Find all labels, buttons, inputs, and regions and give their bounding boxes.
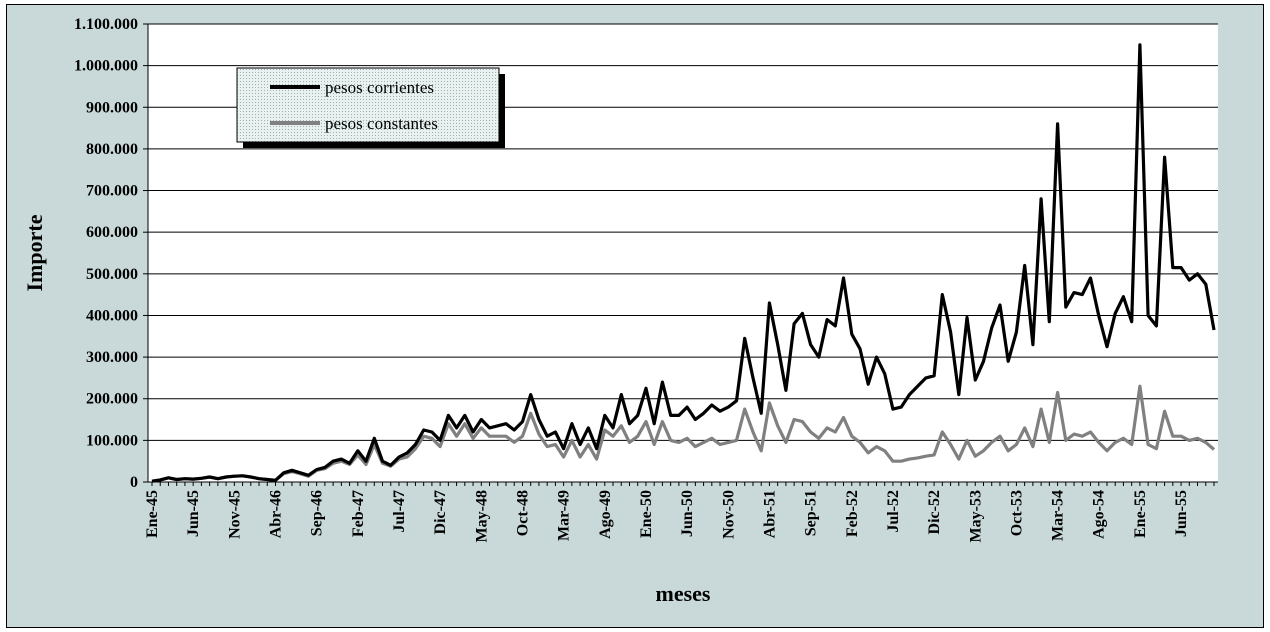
x-tick-label: Abr-51: [761, 490, 778, 538]
y-tick-label: 200.000: [86, 391, 138, 408]
y-tick-label: 900.000: [86, 99, 138, 116]
x-tick-label: Oct-48: [514, 490, 531, 536]
x-tick-label: Dic-47: [432, 490, 449, 534]
y-tick-label: 600.000: [86, 224, 138, 241]
series-line-pesos-corrientes: [151, 43, 1216, 483]
y-tick-label: 700.000: [86, 183, 138, 200]
legend-label-pesos-corrientes: pesos corrientes: [325, 78, 434, 97]
legend: pesos corrientes pesos constantes: [236, 67, 505, 148]
x-tick-label: Nov-50: [720, 490, 737, 539]
gridlines: [148, 23, 1218, 441]
y-tick-label: 100.000: [86, 432, 138, 449]
x-tick-label: Nov-45: [226, 490, 243, 539]
y-tick-label: 1.000.000: [74, 58, 138, 75]
x-axis-ticks: Ene-45 Jun-45 Nov-45 Abr-46 Sep-46 Feb-47 Jul-…: [144, 482, 1215, 542]
x-tick-label: May-48: [473, 490, 490, 542]
legend-label-pesos-constantes: pesos constantes: [325, 114, 438, 133]
x-tick-label: Ene-50: [638, 490, 655, 538]
y-tick-label: 800.000: [86, 141, 138, 158]
y-tick-label: 400.000: [86, 307, 138, 324]
x-axis-title: meses: [656, 581, 711, 606]
x-tick-label: Abr-46: [267, 490, 284, 538]
x-tick-label: Jun-55: [1173, 490, 1190, 537]
x-tick-label: Oct-53: [1008, 490, 1025, 536]
y-tick-label: 500.000: [86, 266, 138, 283]
x-tick-label: Jul-47: [391, 490, 408, 533]
x-tick-label: Jun-45: [185, 490, 202, 537]
y-tick-label: 300.000: [86, 349, 138, 366]
y-axis-ticks: 0 100.000 200.000 300.000 400.000 500.000 600.…: [74, 16, 148, 491]
x-tick-label: Mar-54: [1050, 490, 1067, 541]
y-tick-label: 1.100.000: [74, 16, 138, 33]
y-tick-label: 0: [130, 474, 138, 491]
x-tick-label: Jul-52: [885, 490, 902, 533]
legend-box: [236, 67, 500, 143]
x-tick-label: Sep-46: [309, 490, 326, 536]
x-tick-label: Ene-55: [1132, 490, 1149, 538]
x-tick-label: May-53: [967, 490, 984, 542]
x-tick-label: Mar-49: [556, 490, 573, 541]
x-tick-label: Ago-54: [1091, 490, 1108, 539]
x-tick-label: Dic-52: [926, 490, 943, 534]
x-tick-label: Ago-49: [597, 490, 614, 539]
y-axis-title: Importe: [22, 214, 47, 291]
series-layer: [151, 43, 1216, 483]
x-tick-label: Jun-50: [679, 490, 696, 537]
x-tick-label: Sep-51: [803, 490, 820, 536]
x-tick-label: Feb-47: [350, 490, 367, 537]
x-tick-label: Feb-52: [844, 490, 861, 537]
x-tick-label: Ene-45: [144, 490, 161, 538]
